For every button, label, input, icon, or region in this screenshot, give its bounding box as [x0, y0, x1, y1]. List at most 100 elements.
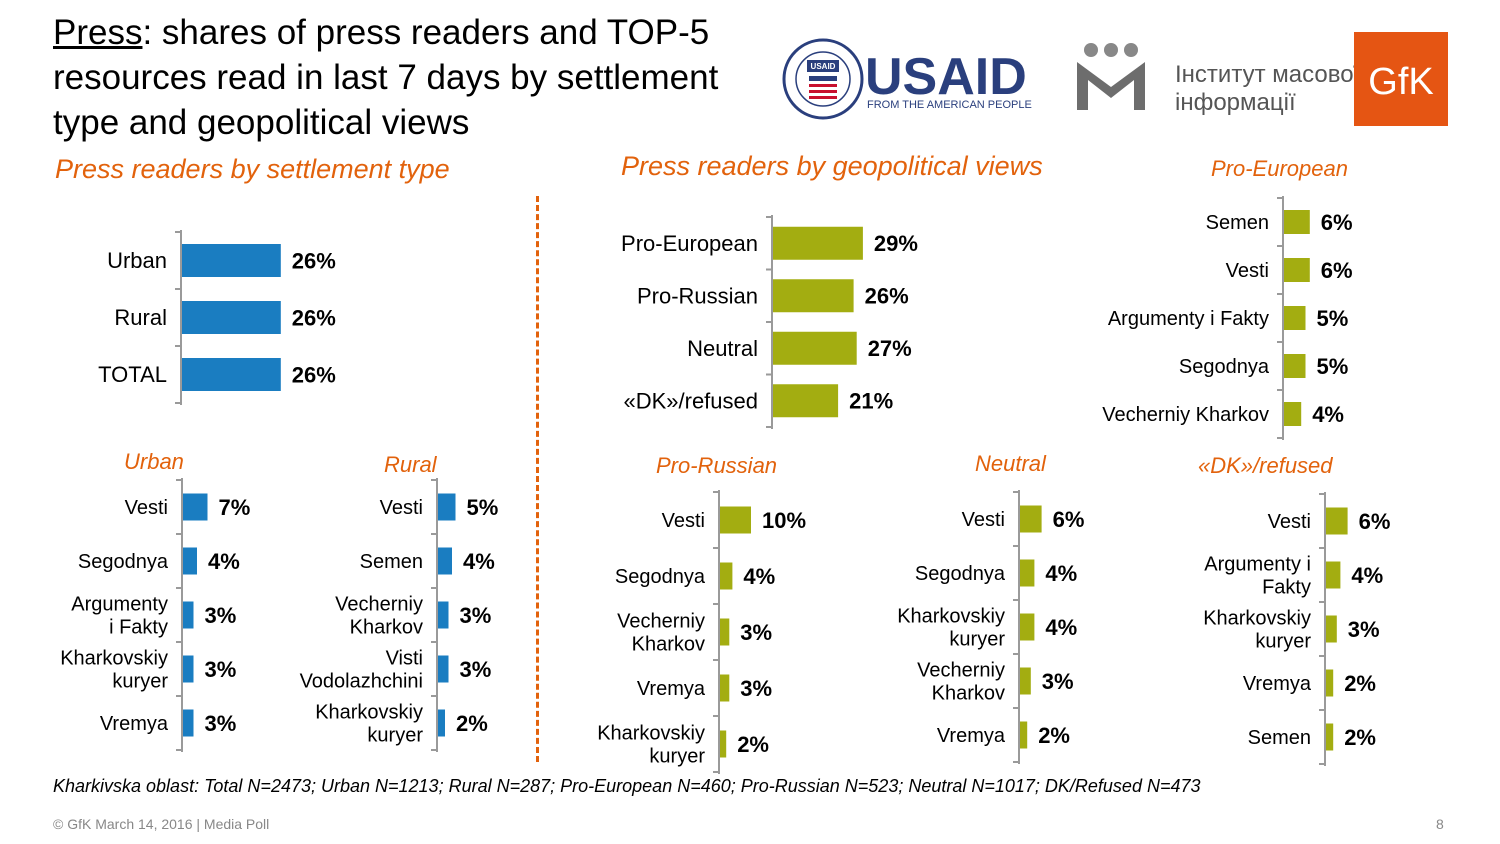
- category-label: Vremya: [637, 678, 706, 700]
- category-label: Vesti: [125, 497, 168, 519]
- value-label: 3%: [460, 603, 492, 628]
- neutral-heading: Neutral: [975, 451, 1046, 476]
- bar: [773, 226, 863, 260]
- category-label: Vremya: [1243, 673, 1312, 695]
- bar: [183, 601, 194, 629]
- category-label: Vecherniy Kharkov: [335, 594, 423, 639]
- category-label: Vremya: [100, 713, 169, 735]
- bar: [1284, 306, 1306, 330]
- category-label: Argumenty i Fakty: [71, 594, 168, 639]
- bar: [1284, 258, 1310, 282]
- category-label: Kharkovskiy kuryer: [315, 702, 423, 747]
- bar: [1020, 667, 1031, 695]
- bar: [720, 618, 730, 646]
- value-label: 3%: [205, 603, 237, 628]
- usaid-tagline: FROM THE AMERICAN PEOPLE: [867, 99, 1032, 111]
- category-label: Vesti: [1226, 260, 1269, 282]
- page-number: 8: [1436, 816, 1444, 832]
- value-label: 4%: [1045, 561, 1077, 586]
- value-label: 3%: [740, 676, 772, 701]
- value-label: 4%: [743, 564, 775, 589]
- category-label: Semen: [1248, 727, 1311, 749]
- bar: [1326, 507, 1348, 535]
- category-label: Vecherniy Kharkov: [917, 660, 1005, 705]
- bar: [1020, 721, 1028, 749]
- category-label: Vecherniy Kharkov: [617, 611, 705, 656]
- bar: [720, 506, 751, 534]
- category-label: Vecherniy Kharkov: [1102, 404, 1269, 426]
- bar: [1326, 615, 1337, 643]
- value-label: 26%: [292, 305, 336, 330]
- value-label: 6%: [1321, 210, 1353, 235]
- value-label: 5%: [1317, 354, 1349, 379]
- category-label: Segodnya: [1179, 356, 1270, 378]
- value-label: 2%: [1344, 725, 1376, 750]
- urban-chart: Vesti 7% Segodnya 4% Argumenty i Fakty 3% Khark…: [60, 478, 251, 752]
- geopolitical-chart: Pro-European 29% Pro-Russian 26% Neutral 27% «…: [621, 215, 918, 429]
- gfk-logo: GfK: [1354, 32, 1448, 126]
- bar: [1284, 354, 1306, 378]
- category-label: «DK»/refused: [623, 388, 758, 413]
- bar: [438, 709, 445, 737]
- settlement-chart: Urban 26% Rural 26% TOTAL 26%: [98, 230, 336, 405]
- value-label: 4%: [1351, 563, 1383, 588]
- value-label: 26%: [292, 248, 336, 273]
- rural-chart: Vesti 5% Semen 4% Vecherniy Kharkov 3% Visti Vod…: [300, 478, 498, 752]
- imi-name-line2: інформації: [1175, 89, 1296, 116]
- slide-title: Press: shares of press readers and TOP-5…: [53, 10, 783, 145]
- category-label: Kharkovskiy kuryer: [897, 606, 1005, 651]
- bar: [182, 244, 281, 277]
- category-label: Rural: [114, 305, 167, 330]
- bar: [1326, 723, 1334, 751]
- value-label: 27%: [868, 336, 912, 361]
- value-label: 2%: [737, 732, 769, 757]
- pro-european-chart: Semen 6% Vesti 6% Argumenty i Fakty 5% Segodny…: [1102, 196, 1353, 440]
- category-label: TOTAL: [98, 362, 167, 387]
- rural-heading: Rural: [384, 452, 437, 477]
- pro-russian-chart: Vesti 10% Segodnya 4% Vecherniy Kharkov 3% Vrem…: [597, 490, 806, 774]
- bar: [1020, 613, 1035, 641]
- category-label: Segodnya: [615, 566, 706, 588]
- category-label: Kharkovskiy kuryer: [1203, 608, 1311, 653]
- category-label: Vesti: [1268, 511, 1311, 533]
- category-label: Vesti: [380, 497, 423, 519]
- category-label: Neutral: [687, 336, 758, 361]
- value-label: 10%: [762, 508, 806, 533]
- dk-refused-heading: «DK»/refused: [1198, 453, 1333, 478]
- category-label: Segodnya: [78, 551, 169, 573]
- value-label: 3%: [740, 620, 772, 645]
- category-label: Kharkovskiy kuryer: [597, 723, 705, 768]
- category-label: Urban: [107, 248, 167, 273]
- category-label: Kharkovskiy kuryer: [60, 648, 168, 693]
- bar: [183, 547, 197, 575]
- bar: [720, 730, 727, 758]
- neutral-chart: Vesti 6% Segodnya 4% Kharkovskiy kuryer 4% Vech…: [897, 490, 1084, 764]
- pro-european-heading: Pro-European: [1211, 156, 1348, 181]
- value-label: 7%: [219, 495, 251, 520]
- value-label: 29%: [874, 231, 918, 256]
- value-label: 3%: [1042, 669, 1074, 694]
- value-label: 3%: [1348, 617, 1380, 642]
- bar: [438, 655, 449, 683]
- geopolitical-heading: Press readers by geopolitical views: [621, 151, 1043, 181]
- usaid-seal-logo: USAID: [782, 38, 864, 120]
- value-label: 4%: [1045, 615, 1077, 640]
- bar: [1020, 505, 1042, 533]
- bar: [773, 331, 857, 365]
- bar: [1284, 210, 1310, 234]
- title-text: : shares of press readers and TOP-5 reso…: [53, 13, 719, 142]
- bar: [438, 493, 456, 521]
- value-label: 4%: [1312, 402, 1344, 427]
- imi-name-line1: Інститут масової: [1175, 61, 1361, 88]
- usaid-seal-text: USAID: [811, 62, 836, 71]
- dk-refused-chart: Vesti 6% Argumenty i Fakty 4% Kharkovskiy kury…: [1203, 492, 1390, 766]
- category-label: Semen: [1206, 212, 1269, 234]
- bar: [182, 358, 281, 391]
- bar: [438, 601, 449, 629]
- pro-russian-heading: Pro-Russian: [656, 453, 778, 478]
- bar: [720, 562, 733, 590]
- copyright-footer: © GfK March 14, 2016 | Media Poll: [53, 816, 270, 832]
- value-label: 4%: [208, 549, 240, 574]
- value-label: 3%: [460, 657, 492, 682]
- settlement-heading: Press readers by settlement type: [55, 154, 450, 184]
